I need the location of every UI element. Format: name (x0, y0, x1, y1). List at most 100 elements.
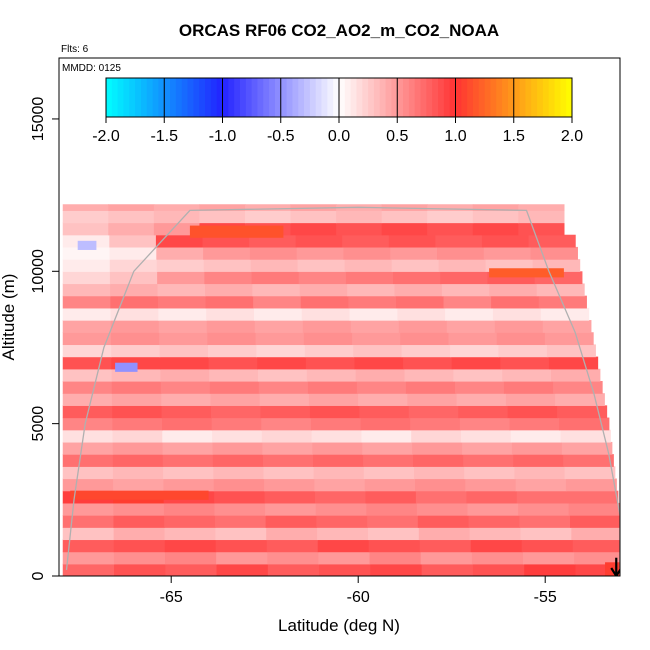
colorbar-swatch (193, 78, 200, 117)
heatmap-cell (496, 332, 546, 346)
colorbar-swatch (269, 78, 276, 117)
heatmap-cell (163, 502, 216, 516)
colorbar-tick-label: 2.0 (561, 128, 583, 145)
heatmap-cell (62, 344, 112, 358)
heatmap-cell (109, 234, 157, 248)
heatmap-cell (153, 204, 201, 211)
x-axis: -65 -60 -55 (160, 576, 557, 606)
heatmap-cell (514, 466, 566, 480)
heatmap-cell (110, 332, 160, 346)
colorbar-swatch (507, 78, 515, 117)
heatmap-cell (110, 283, 159, 297)
colorbar-tick-label: -0.5 (267, 128, 295, 145)
heatmap-cell (62, 222, 109, 236)
heatmap-cell (160, 380, 211, 394)
heatmap-cell (212, 441, 263, 455)
heatmap-cell (454, 380, 505, 394)
heatmap-cell (435, 234, 483, 248)
heatmap-cell (62, 502, 114, 516)
colorbar-swatch (438, 78, 445, 117)
heatmap-cell (161, 405, 212, 419)
heatmap-cell (111, 344, 161, 358)
heatmap-cell (305, 356, 356, 370)
heatmap-cell (568, 502, 620, 516)
colorbar-swatch (548, 78, 556, 117)
colorbar-swatch (443, 78, 451, 117)
heatmap-cell (315, 490, 367, 504)
heatmap-cell (360, 417, 411, 431)
colorbar-swatch (228, 78, 235, 117)
heatmap-cell (111, 368, 161, 382)
colorbar-swatch (496, 78, 503, 117)
heatmap-cell (295, 234, 343, 248)
heatmap-cell (206, 320, 256, 333)
heatmap-cell (462, 441, 513, 455)
y-axis-label: Altitude (m) (0, 274, 18, 361)
colorbar-swatch (531, 78, 538, 117)
heatmap-cell (443, 295, 492, 309)
heatmap-cell (358, 393, 408, 406)
heatmap-cell (418, 527, 471, 541)
colorbar-swatch (251, 78, 258, 117)
heatmap-cell (548, 356, 599, 370)
heatmap-cell (62, 478, 114, 492)
heatmap-cell (390, 246, 438, 260)
heatmap-cell (397, 307, 446, 321)
heatmap-cell (466, 490, 518, 504)
heatmap-cell (427, 204, 474, 211)
colorbar-swatch (490, 78, 497, 117)
heatmap-cell (203, 246, 251, 260)
heatmap-cell (403, 356, 453, 370)
heatmap-cell (109, 259, 158, 272)
colorbar-swatch (164, 78, 171, 117)
heatmap-cell (258, 368, 308, 382)
heatmap-cell (302, 320, 352, 333)
heatmap-cell (491, 295, 540, 309)
heatmap-cell (448, 332, 498, 346)
heatmap-cell (306, 368, 357, 382)
heatmap-cell (159, 332, 208, 346)
heatmap-cell (388, 234, 436, 248)
heatmap-cell (343, 246, 391, 260)
heatmap-cell (265, 502, 317, 516)
colorbar-swatch (350, 78, 357, 117)
heatmap-cell (156, 246, 204, 260)
colorbar-swatch (216, 78, 223, 117)
heatmap-cell (572, 539, 620, 553)
heatmap-cell (300, 295, 349, 309)
heatmap-anomaly-cell (189, 225, 284, 238)
colorbar-swatch (181, 78, 189, 117)
colorbar-swatch (339, 78, 346, 117)
colorbar-swatch (472, 78, 480, 117)
heatmap-cell (336, 210, 383, 224)
heatmap-cell (401, 344, 451, 358)
heatmap-cell (62, 393, 113, 406)
heatmap-cell (215, 539, 268, 553)
heatmap-cell (408, 405, 459, 419)
heatmap-cell (253, 295, 302, 309)
heatmap-cell (359, 405, 410, 419)
heatmap-cell (307, 380, 358, 394)
heatmap-cell (414, 478, 466, 492)
colorbar-swatch (391, 78, 398, 117)
heatmap-cell (249, 234, 297, 248)
colorbar-swatch (449, 78, 456, 117)
heatmap-cell (438, 259, 487, 272)
heatmap-cell (546, 344, 596, 358)
heatmap-cell (213, 478, 265, 492)
colorbar-swatch (129, 78, 136, 117)
heatmap-cell (574, 551, 620, 565)
colorbar-swatch (298, 78, 305, 117)
heatmap-cell (419, 539, 472, 553)
colorbar-swatch (432, 78, 439, 117)
heatmap-cell (266, 527, 318, 541)
colorbar-swatch (327, 78, 334, 117)
heatmap-cell (264, 478, 315, 492)
flights-note: Flts: 6 (61, 44, 89, 55)
heatmap-cell (524, 563, 577, 576)
heatmap-cell (62, 356, 112, 370)
heatmap-cell (109, 246, 157, 260)
heatmap-cell (199, 204, 246, 211)
colorbar-swatch (187, 78, 194, 117)
heatmap-cell (62, 454, 114, 467)
